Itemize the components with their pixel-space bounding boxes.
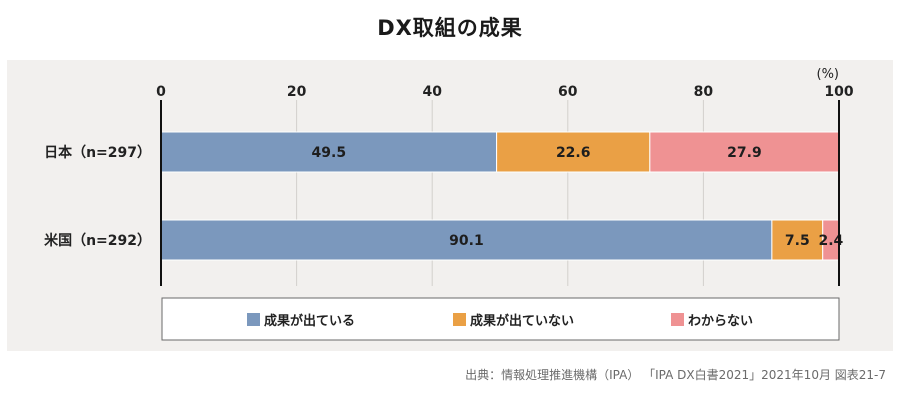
bar-segment [160, 131, 498, 173]
legend-swatch [453, 313, 466, 326]
unit-label: (%) [817, 67, 840, 82]
x-tick-label: 80 [694, 84, 714, 100]
x-tick-label: 20 [287, 84, 307, 100]
category-label: 日本（n=297） [44, 144, 151, 161]
legend-label: わからない [688, 314, 753, 329]
data-label: 22.6 [556, 145, 591, 161]
data-label: 7.5 [785, 233, 810, 249]
category-label: 米国（n=292） [44, 232, 151, 249]
source-note: 出典：情報処理推進機構（IPA） 「IPA DX白書2021」2021年10月 … [465, 368, 886, 382]
legend-swatch [671, 313, 684, 326]
x-tick-label: 0 [156, 84, 166, 100]
data-label: 49.5 [312, 145, 347, 161]
x-tick-label: 60 [558, 84, 578, 100]
chart-panel: 0 20 40 60 80 100 (%) 49.5 22.6 27.9 日本（n=297） 90.1… [7, 60, 893, 351]
chart-title: DX取組の成果 [377, 16, 523, 40]
data-label: 90.1 [449, 233, 484, 249]
x-tick-label: 40 [422, 84, 442, 100]
x-tick-label: 100 [824, 84, 853, 100]
legend-label: 成果が出ていない [470, 313, 574, 329]
legend-swatch [247, 313, 260, 326]
data-label: 27.9 [727, 145, 762, 161]
stacked-bar-chart: 0 20 40 60 80 100 (%) 49.5 22.6 27.9 日本（n=297） 90.1… [44, 67, 854, 341]
legend-box [161, 297, 840, 341]
legend-label: 成果が出ている [264, 313, 355, 329]
data-label: 2.4 [818, 233, 843, 249]
bar-segment [649, 131, 840, 173]
bar-segment [496, 131, 651, 173]
